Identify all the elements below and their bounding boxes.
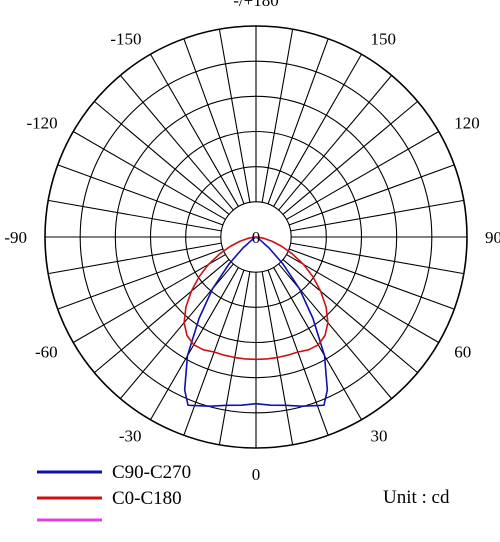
angle-label: 30: [371, 426, 388, 445]
grid-spoke: [278, 75, 393, 211]
grid-spoke: [288, 164, 455, 226]
angle-labels: -/+180 150 120 90 60 30 0 -30 -60 -90 -120 -150 0: [4, 0, 500, 484]
grid-spoke: [273, 53, 362, 207]
angle-label: -60: [35, 343, 58, 362]
grid-spoke: [48, 242, 222, 275]
unit-label: Unit : cd: [383, 487, 450, 508]
angle-label: 150: [371, 30, 397, 49]
grid-spoke: [290, 199, 464, 232]
grid-spoke: [150, 53, 239, 207]
series-layer: [183, 236, 329, 407]
polar-grid: [44, 25, 468, 449]
angle-label: -150: [110, 30, 141, 49]
grid-spoke: [282, 259, 418, 374]
grid-spoke: [282, 100, 418, 215]
grid-spoke: [119, 75, 234, 211]
grid-spoke: [72, 131, 226, 220]
legend: C90-C270 C0-C180: [37, 462, 191, 522]
grid-spoke: [286, 131, 440, 220]
grid-spoke: [94, 259, 230, 374]
angle-label: -120: [27, 114, 58, 133]
grid-spoke: [267, 38, 329, 205]
grid-spoke: [183, 38, 245, 205]
grid-spoke: [57, 248, 224, 310]
angle-label: 60: [454, 343, 471, 362]
center-label: 0: [252, 228, 261, 247]
grid-spoke: [48, 199, 222, 232]
grid-spoke: [290, 242, 464, 275]
series-line: [183, 236, 329, 361]
angle-label: 90: [485, 228, 500, 247]
angle-label: 120: [454, 114, 480, 133]
grid-spoke: [150, 267, 239, 421]
angle-label: -90: [4, 228, 27, 247]
grid-spoke: [94, 100, 230, 215]
angle-label: 0: [252, 465, 261, 484]
grid-spoke: [273, 267, 362, 421]
grid-spoke: [57, 164, 224, 226]
angle-label: -/+180: [233, 0, 278, 10]
legend-label: C90-C270: [112, 462, 191, 483]
grid-spoke: [218, 29, 251, 203]
grid-spoke: [286, 254, 440, 343]
legend-label: C0-C180: [112, 488, 182, 509]
grid-spoke: [72, 254, 226, 343]
angle-label: -30: [119, 426, 142, 445]
grid-spoke: [261, 29, 294, 203]
grid-spoke: [288, 248, 455, 310]
